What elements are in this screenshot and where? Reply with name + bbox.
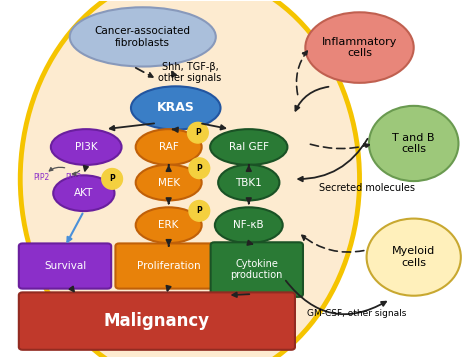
FancyBboxPatch shape: [19, 292, 295, 350]
Text: NF-κB: NF-κB: [234, 220, 264, 230]
Text: Survival: Survival: [44, 261, 86, 271]
FancyBboxPatch shape: [19, 243, 111, 289]
Ellipse shape: [210, 129, 287, 165]
FancyBboxPatch shape: [210, 242, 303, 297]
Ellipse shape: [20, 0, 359, 358]
Text: PIP2: PIP2: [33, 173, 50, 182]
Text: TBK1: TBK1: [236, 178, 262, 188]
Text: GM-CSF, other signals: GM-CSF, other signals: [308, 309, 407, 319]
Ellipse shape: [102, 169, 122, 189]
Text: AKT: AKT: [74, 188, 93, 198]
Ellipse shape: [366, 219, 461, 296]
Text: Malignancy: Malignancy: [104, 312, 210, 330]
Ellipse shape: [136, 129, 201, 165]
Ellipse shape: [136, 207, 201, 243]
Ellipse shape: [218, 165, 279, 200]
Ellipse shape: [369, 106, 458, 181]
Ellipse shape: [131, 86, 220, 130]
Ellipse shape: [136, 165, 201, 200]
Ellipse shape: [215, 207, 283, 243]
Text: P: P: [195, 128, 201, 137]
Text: KRAS: KRAS: [157, 101, 195, 115]
Text: ERK: ERK: [158, 220, 179, 230]
Text: Proliferation: Proliferation: [137, 261, 201, 271]
Text: PIP3: PIP3: [65, 173, 81, 182]
Text: Myeloid
cells: Myeloid cells: [392, 246, 435, 268]
Ellipse shape: [305, 12, 414, 83]
Ellipse shape: [70, 7, 216, 67]
Text: Inflammatory
cells: Inflammatory cells: [322, 37, 397, 58]
Ellipse shape: [53, 175, 115, 211]
Text: Secreted molecules: Secreted molecules: [319, 183, 415, 193]
Text: T and B
cells: T and B cells: [392, 133, 435, 154]
Text: P: P: [109, 174, 115, 183]
Ellipse shape: [188, 122, 208, 143]
Text: PI3K: PI3K: [75, 142, 98, 152]
Text: Cancer-associated
fibroblasts: Cancer-associated fibroblasts: [95, 26, 191, 48]
Text: Cytokine
production: Cytokine production: [231, 259, 283, 280]
Ellipse shape: [51, 129, 121, 165]
Text: P: P: [196, 206, 202, 216]
Ellipse shape: [189, 158, 210, 179]
Text: RAF: RAF: [159, 142, 179, 152]
FancyBboxPatch shape: [116, 243, 222, 289]
Text: P: P: [196, 164, 202, 173]
Text: Shh, TGF-β,
other signals: Shh, TGF-β, other signals: [158, 62, 221, 83]
Text: Ral GEF: Ral GEF: [229, 142, 269, 152]
Text: MEK: MEK: [158, 178, 180, 188]
Ellipse shape: [189, 200, 210, 221]
